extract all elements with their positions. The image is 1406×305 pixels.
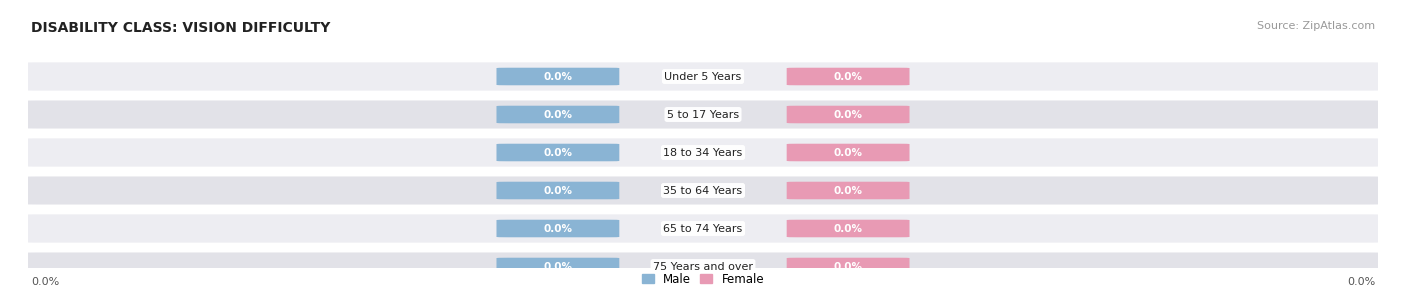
- FancyBboxPatch shape: [496, 182, 619, 199]
- Text: 0.0%: 0.0%: [543, 109, 572, 120]
- Text: 0.0%: 0.0%: [834, 148, 863, 157]
- FancyBboxPatch shape: [496, 220, 619, 237]
- FancyBboxPatch shape: [787, 68, 910, 85]
- FancyBboxPatch shape: [11, 63, 1395, 90]
- Text: 0.0%: 0.0%: [543, 71, 572, 81]
- Text: 18 to 34 Years: 18 to 34 Years: [664, 148, 742, 157]
- Text: 0.0%: 0.0%: [1347, 277, 1375, 287]
- Text: 0.0%: 0.0%: [31, 277, 59, 287]
- FancyBboxPatch shape: [11, 215, 1395, 242]
- Text: 0.0%: 0.0%: [834, 109, 863, 120]
- FancyBboxPatch shape: [21, 252, 1385, 281]
- FancyBboxPatch shape: [21, 62, 1385, 91]
- FancyBboxPatch shape: [11, 101, 1395, 128]
- FancyBboxPatch shape: [496, 144, 619, 161]
- Text: 75 Years and over: 75 Years and over: [652, 261, 754, 271]
- FancyBboxPatch shape: [21, 138, 1385, 167]
- Text: Under 5 Years: Under 5 Years: [665, 71, 741, 81]
- FancyBboxPatch shape: [787, 144, 910, 161]
- FancyBboxPatch shape: [496, 106, 619, 123]
- FancyBboxPatch shape: [787, 106, 910, 123]
- Text: 0.0%: 0.0%: [543, 148, 572, 157]
- FancyBboxPatch shape: [496, 68, 619, 85]
- Legend: Male, Female: Male, Female: [637, 268, 769, 290]
- Text: 0.0%: 0.0%: [543, 261, 572, 271]
- FancyBboxPatch shape: [787, 258, 910, 275]
- FancyBboxPatch shape: [21, 176, 1385, 205]
- Text: 35 to 64 Years: 35 to 64 Years: [664, 185, 742, 196]
- FancyBboxPatch shape: [11, 253, 1395, 280]
- FancyBboxPatch shape: [21, 100, 1385, 129]
- Text: 65 to 74 Years: 65 to 74 Years: [664, 224, 742, 234]
- Text: 0.0%: 0.0%: [834, 224, 863, 234]
- Text: Source: ZipAtlas.com: Source: ZipAtlas.com: [1257, 21, 1375, 31]
- Text: 0.0%: 0.0%: [834, 261, 863, 271]
- Text: 5 to 17 Years: 5 to 17 Years: [666, 109, 740, 120]
- Text: 0.0%: 0.0%: [834, 71, 863, 81]
- Text: 0.0%: 0.0%: [543, 224, 572, 234]
- Text: 0.0%: 0.0%: [543, 185, 572, 196]
- FancyBboxPatch shape: [496, 258, 619, 275]
- FancyBboxPatch shape: [787, 182, 910, 199]
- FancyBboxPatch shape: [11, 177, 1395, 204]
- FancyBboxPatch shape: [21, 214, 1385, 243]
- FancyBboxPatch shape: [11, 139, 1395, 166]
- Text: DISABILITY CLASS: VISION DIFFICULTY: DISABILITY CLASS: VISION DIFFICULTY: [31, 21, 330, 35]
- FancyBboxPatch shape: [787, 220, 910, 237]
- Text: 0.0%: 0.0%: [834, 185, 863, 196]
